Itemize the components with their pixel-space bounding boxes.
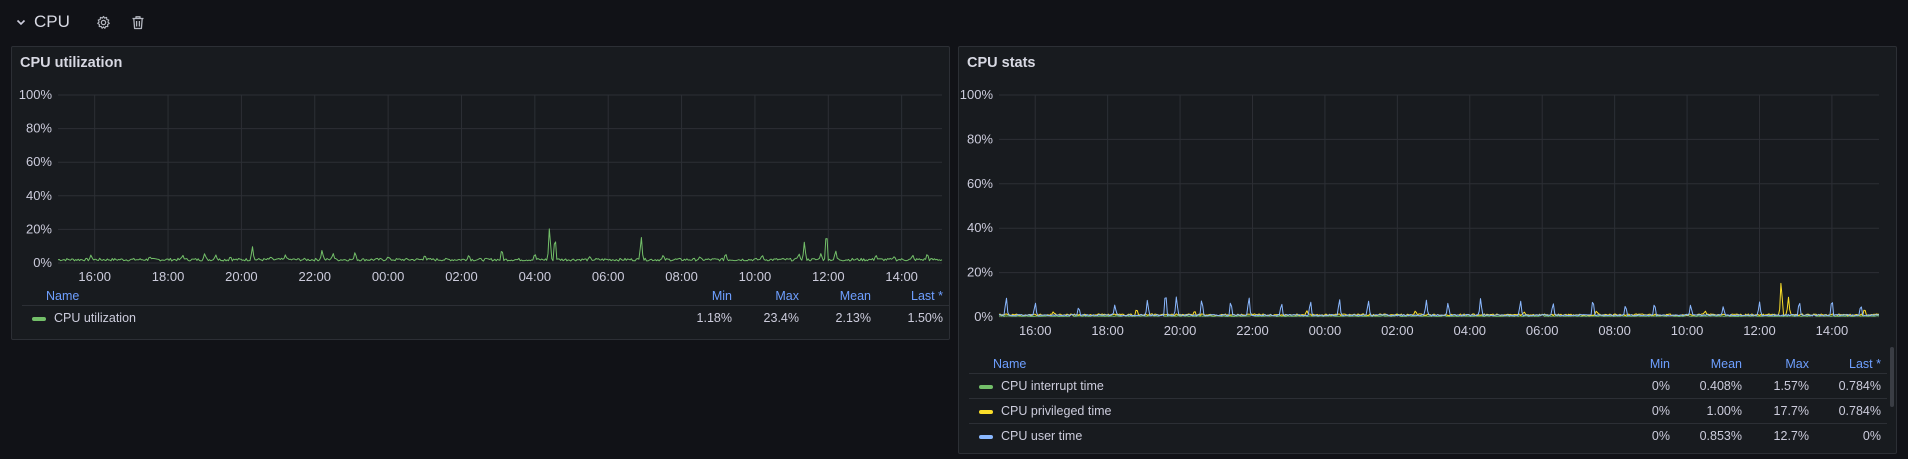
- legend-header-mean[interactable]: Mean: [1710, 357, 1742, 371]
- series-name[interactable]: CPU interrupt time: [1001, 379, 1104, 393]
- series-color-swatch: [979, 434, 993, 439]
- y-tick-label: 0%: [33, 255, 52, 270]
- legend: Name Min Mean Max Last * CPU interrupt t…: [969, 355, 1887, 448]
- series-color-swatch: [32, 316, 46, 321]
- value-min: 0%: [1609, 398, 1676, 424]
- x-tick-label: 18:00: [152, 269, 185, 284]
- y-tick-label: 100%: [19, 87, 53, 102]
- trash-icon[interactable]: [124, 10, 152, 34]
- value-mean: 0.408%: [1676, 373, 1748, 399]
- value-mean: 1.00%: [1676, 398, 1748, 424]
- value-max: 23.4%: [738, 305, 805, 330]
- legend-header-max[interactable]: Max: [775, 289, 799, 303]
- y-tick-label: 40%: [26, 188, 52, 203]
- x-tick-label: 08:00: [1598, 323, 1631, 338]
- legend-header-max[interactable]: Max: [1785, 357, 1809, 371]
- x-tick-label: 00:00: [1309, 323, 1342, 338]
- series-line-cpu-utilization[interactable]: [57, 228, 943, 262]
- y-tick-label: 60%: [26, 154, 52, 169]
- x-tick-label: 22:00: [1236, 323, 1269, 338]
- legend-row[interactable]: CPU interrupt time 0% 0.408% 1.57% 0.784…: [969, 373, 1887, 399]
- y-tick-label: 40%: [967, 220, 993, 235]
- panel-cpu-stats[interactable]: CPU stats 0% 20% 40% 60% 80% 100% 16:00 18:00 20…: [958, 46, 1897, 454]
- cpu-stats-chart[interactable]: 0% 20% 40% 60% 80% 100% 16:00 18:00 20:00 22:00 00…: [959, 47, 1889, 393]
- x-tick-label: 00:00: [372, 269, 405, 284]
- y-tick-label: 60%: [967, 176, 993, 191]
- x-tick-label: 04:00: [519, 269, 552, 284]
- series-color-swatch: [979, 409, 993, 414]
- legend-header-last[interactable]: Last *: [911, 289, 943, 303]
- legend-header-name[interactable]: Name: [46, 289, 80, 303]
- y-tick-label: 20%: [26, 221, 52, 236]
- x-tick-label: 16:00: [78, 269, 111, 284]
- x-tick-label: 02:00: [445, 269, 478, 284]
- value-max: 12.7%: [1748, 423, 1815, 448]
- value-min: 1.18%: [671, 305, 738, 330]
- x-tick-label: 10:00: [1671, 323, 1704, 338]
- cpu-utilization-chart[interactable]: 0% 20% 40% 60% 80% 100% 16:00 18:00 20:00 22:00 00…: [12, 47, 949, 339]
- gear-icon[interactable]: [90, 10, 118, 34]
- x-tick-label: 18:00: [1091, 323, 1124, 338]
- y-tick-label: 20%: [967, 265, 993, 280]
- x-tick-label: 02:00: [1381, 323, 1414, 338]
- legend: Name Min Max Mean Last * CPU utilization…: [22, 287, 949, 330]
- chevron-down-icon[interactable]: [14, 15, 28, 29]
- x-tick-label: 12:00: [812, 269, 845, 284]
- row-header: CPU: [14, 8, 152, 36]
- y-tick-label: 0%: [974, 309, 993, 324]
- x-tick-label: 06:00: [592, 269, 625, 284]
- panel-cpu-utilization[interactable]: CPU utilization 0% 20% 40% 60% 80% 100% 16:00 1…: [11, 46, 950, 340]
- legend-row[interactable]: CPU privileged time 0% 1.00% 17.7% 0.784…: [969, 398, 1887, 424]
- panel-title[interactable]: CPU stats: [967, 55, 1036, 71]
- panel-title[interactable]: CPU utilization: [20, 55, 123, 71]
- series-line-cpu-privileged-time[interactable]: [998, 282, 1880, 317]
- y-tick-label: 100%: [960, 87, 994, 102]
- x-tick-label: 12:00: [1743, 323, 1776, 338]
- value-last: 0.784%: [1815, 373, 1887, 399]
- legend-header-name[interactable]: Name: [993, 357, 1027, 371]
- row-title[interactable]: CPU: [34, 12, 70, 31]
- legend-row[interactable]: CPU user time 0% 0.853% 12.7% 0%: [969, 423, 1887, 448]
- x-tick-label: 22:00: [298, 269, 331, 284]
- series-name[interactable]: CPU privileged time: [1001, 404, 1112, 418]
- x-tick-label: 14:00: [885, 269, 918, 284]
- scrollbar[interactable]: [1890, 347, 1894, 407]
- x-tick-label: 10:00: [739, 269, 772, 284]
- legend-row[interactable]: CPU utilization 1.18% 23.4% 2.13% 1.50%: [22, 305, 949, 330]
- x-tick-label: 20:00: [1164, 323, 1197, 338]
- value-min: 0%: [1609, 373, 1676, 399]
- series-name[interactable]: CPU user time: [1001, 429, 1083, 443]
- x-tick-label: 08:00: [665, 269, 698, 284]
- series-line-cpu-user-time[interactable]: [998, 296, 1880, 317]
- series-color-swatch: [979, 384, 993, 389]
- legend-header-min[interactable]: Min: [1649, 357, 1670, 371]
- value-min: 0%: [1609, 423, 1676, 448]
- value-max: 1.57%: [1748, 373, 1815, 399]
- x-tick-label: 16:00: [1019, 323, 1052, 338]
- legend-header-last[interactable]: Last *: [1849, 357, 1881, 371]
- series-line-cpu-interrupt-time[interactable]: [998, 313, 1880, 317]
- x-tick-label: 14:00: [1816, 323, 1849, 338]
- y-tick-label: 80%: [967, 131, 993, 146]
- value-last: 0%: [1815, 423, 1887, 448]
- x-tick-label: 04:00: [1454, 323, 1487, 338]
- x-tick-label: 06:00: [1526, 323, 1559, 338]
- value-max: 17.7%: [1748, 398, 1815, 424]
- legend-header-mean[interactable]: Mean: [839, 289, 871, 303]
- legend-header-min[interactable]: Min: [711, 289, 732, 303]
- value-last: 1.50%: [877, 305, 949, 330]
- x-tick-label: 20:00: [225, 269, 258, 284]
- value-last: 0.784%: [1815, 398, 1887, 424]
- value-mean: 0.853%: [1676, 423, 1748, 448]
- value-mean: 2.13%: [805, 305, 877, 330]
- y-tick-label: 80%: [26, 121, 52, 136]
- series-name[interactable]: CPU utilization: [54, 311, 136, 325]
